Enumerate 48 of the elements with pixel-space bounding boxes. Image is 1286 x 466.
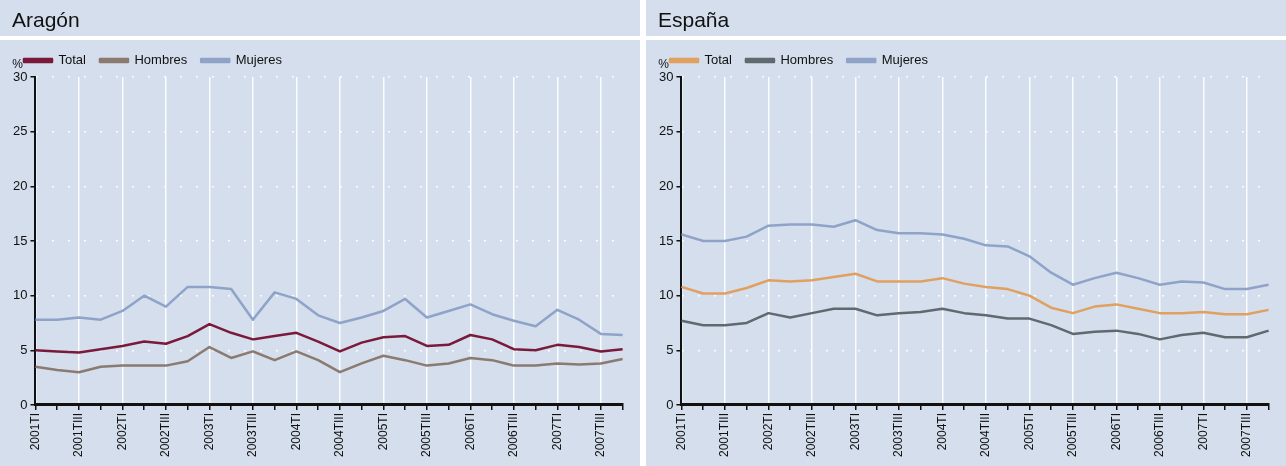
legend-label: Hombres — [134, 52, 188, 68]
x-tick-label: 2007TI — [1195, 412, 1210, 451]
y-tick-label: 5 — [20, 341, 28, 357]
legend-label: Total — [58, 52, 87, 68]
y-tick-label: 10 — [12, 287, 28, 303]
y-tick-label: 5 — [666, 341, 674, 357]
y-tick-label: 0 — [20, 396, 28, 412]
y-tick-label: 0 — [666, 396, 674, 412]
x-tick-label: 2001TI — [27, 412, 42, 451]
x-tick-label: 2002TIII — [158, 412, 173, 457]
x-tick-label: 2004TIII — [332, 412, 347, 457]
x-tick-label: 2007TIII — [1239, 412, 1254, 457]
x-tick-label: 2002TI — [114, 412, 129, 451]
x-tick-label: 2003TIII — [245, 412, 260, 457]
legend-label: Total — [704, 52, 733, 68]
x-tick-label: 2002TIII — [804, 412, 819, 457]
x-tick-label: 2001TI — [673, 412, 688, 451]
x-tick-label: 2007TIII — [593, 412, 608, 457]
x-tick-label: 2005TI — [375, 412, 390, 451]
legend-label: Mujeres — [881, 52, 929, 68]
x-tick-label: 2007TI — [549, 412, 564, 451]
x-tick-label: 2003TI — [201, 412, 216, 451]
x-tick-label: 2006TI — [462, 412, 477, 451]
legend-label: Mujeres — [235, 52, 283, 68]
chart-title: España — [646, 0, 1286, 40]
y-tick-label: 10 — [658, 287, 674, 303]
x-tick-label: 2001TIII — [71, 412, 86, 457]
x-tick-label: 2005TIII — [1065, 412, 1080, 457]
x-tick-label: 2002TI — [760, 412, 775, 451]
y-tick-label: 20 — [12, 177, 28, 193]
y-tick-label: 25 — [12, 123, 28, 139]
chart-title: Aragón — [0, 0, 640, 40]
y-tick-label: 15 — [12, 232, 28, 248]
x-tick-label: 2004TI — [288, 412, 303, 451]
y-tick-label: 20 — [658, 177, 674, 193]
x-tick-label: 2001TIII — [717, 412, 732, 457]
x-tick-label: 2003TIII — [891, 412, 906, 457]
x-tick-label: 2004TI — [934, 412, 949, 451]
y-tick-label: 25 — [658, 123, 674, 139]
legend-label: Hombres — [780, 52, 834, 68]
x-tick-label: 2003TI — [847, 412, 862, 451]
x-tick-label: 2005TI — [1021, 412, 1036, 451]
y-tick-label: 15 — [658, 232, 674, 248]
x-tick-label: 2005TIII — [419, 412, 434, 457]
x-tick-label: 2006TI — [1108, 412, 1123, 451]
x-tick-label: 2006TIII — [1152, 412, 1167, 457]
x-tick-label: 2004TIII — [978, 412, 993, 457]
x-tick-label: 2006TIII — [506, 412, 521, 457]
